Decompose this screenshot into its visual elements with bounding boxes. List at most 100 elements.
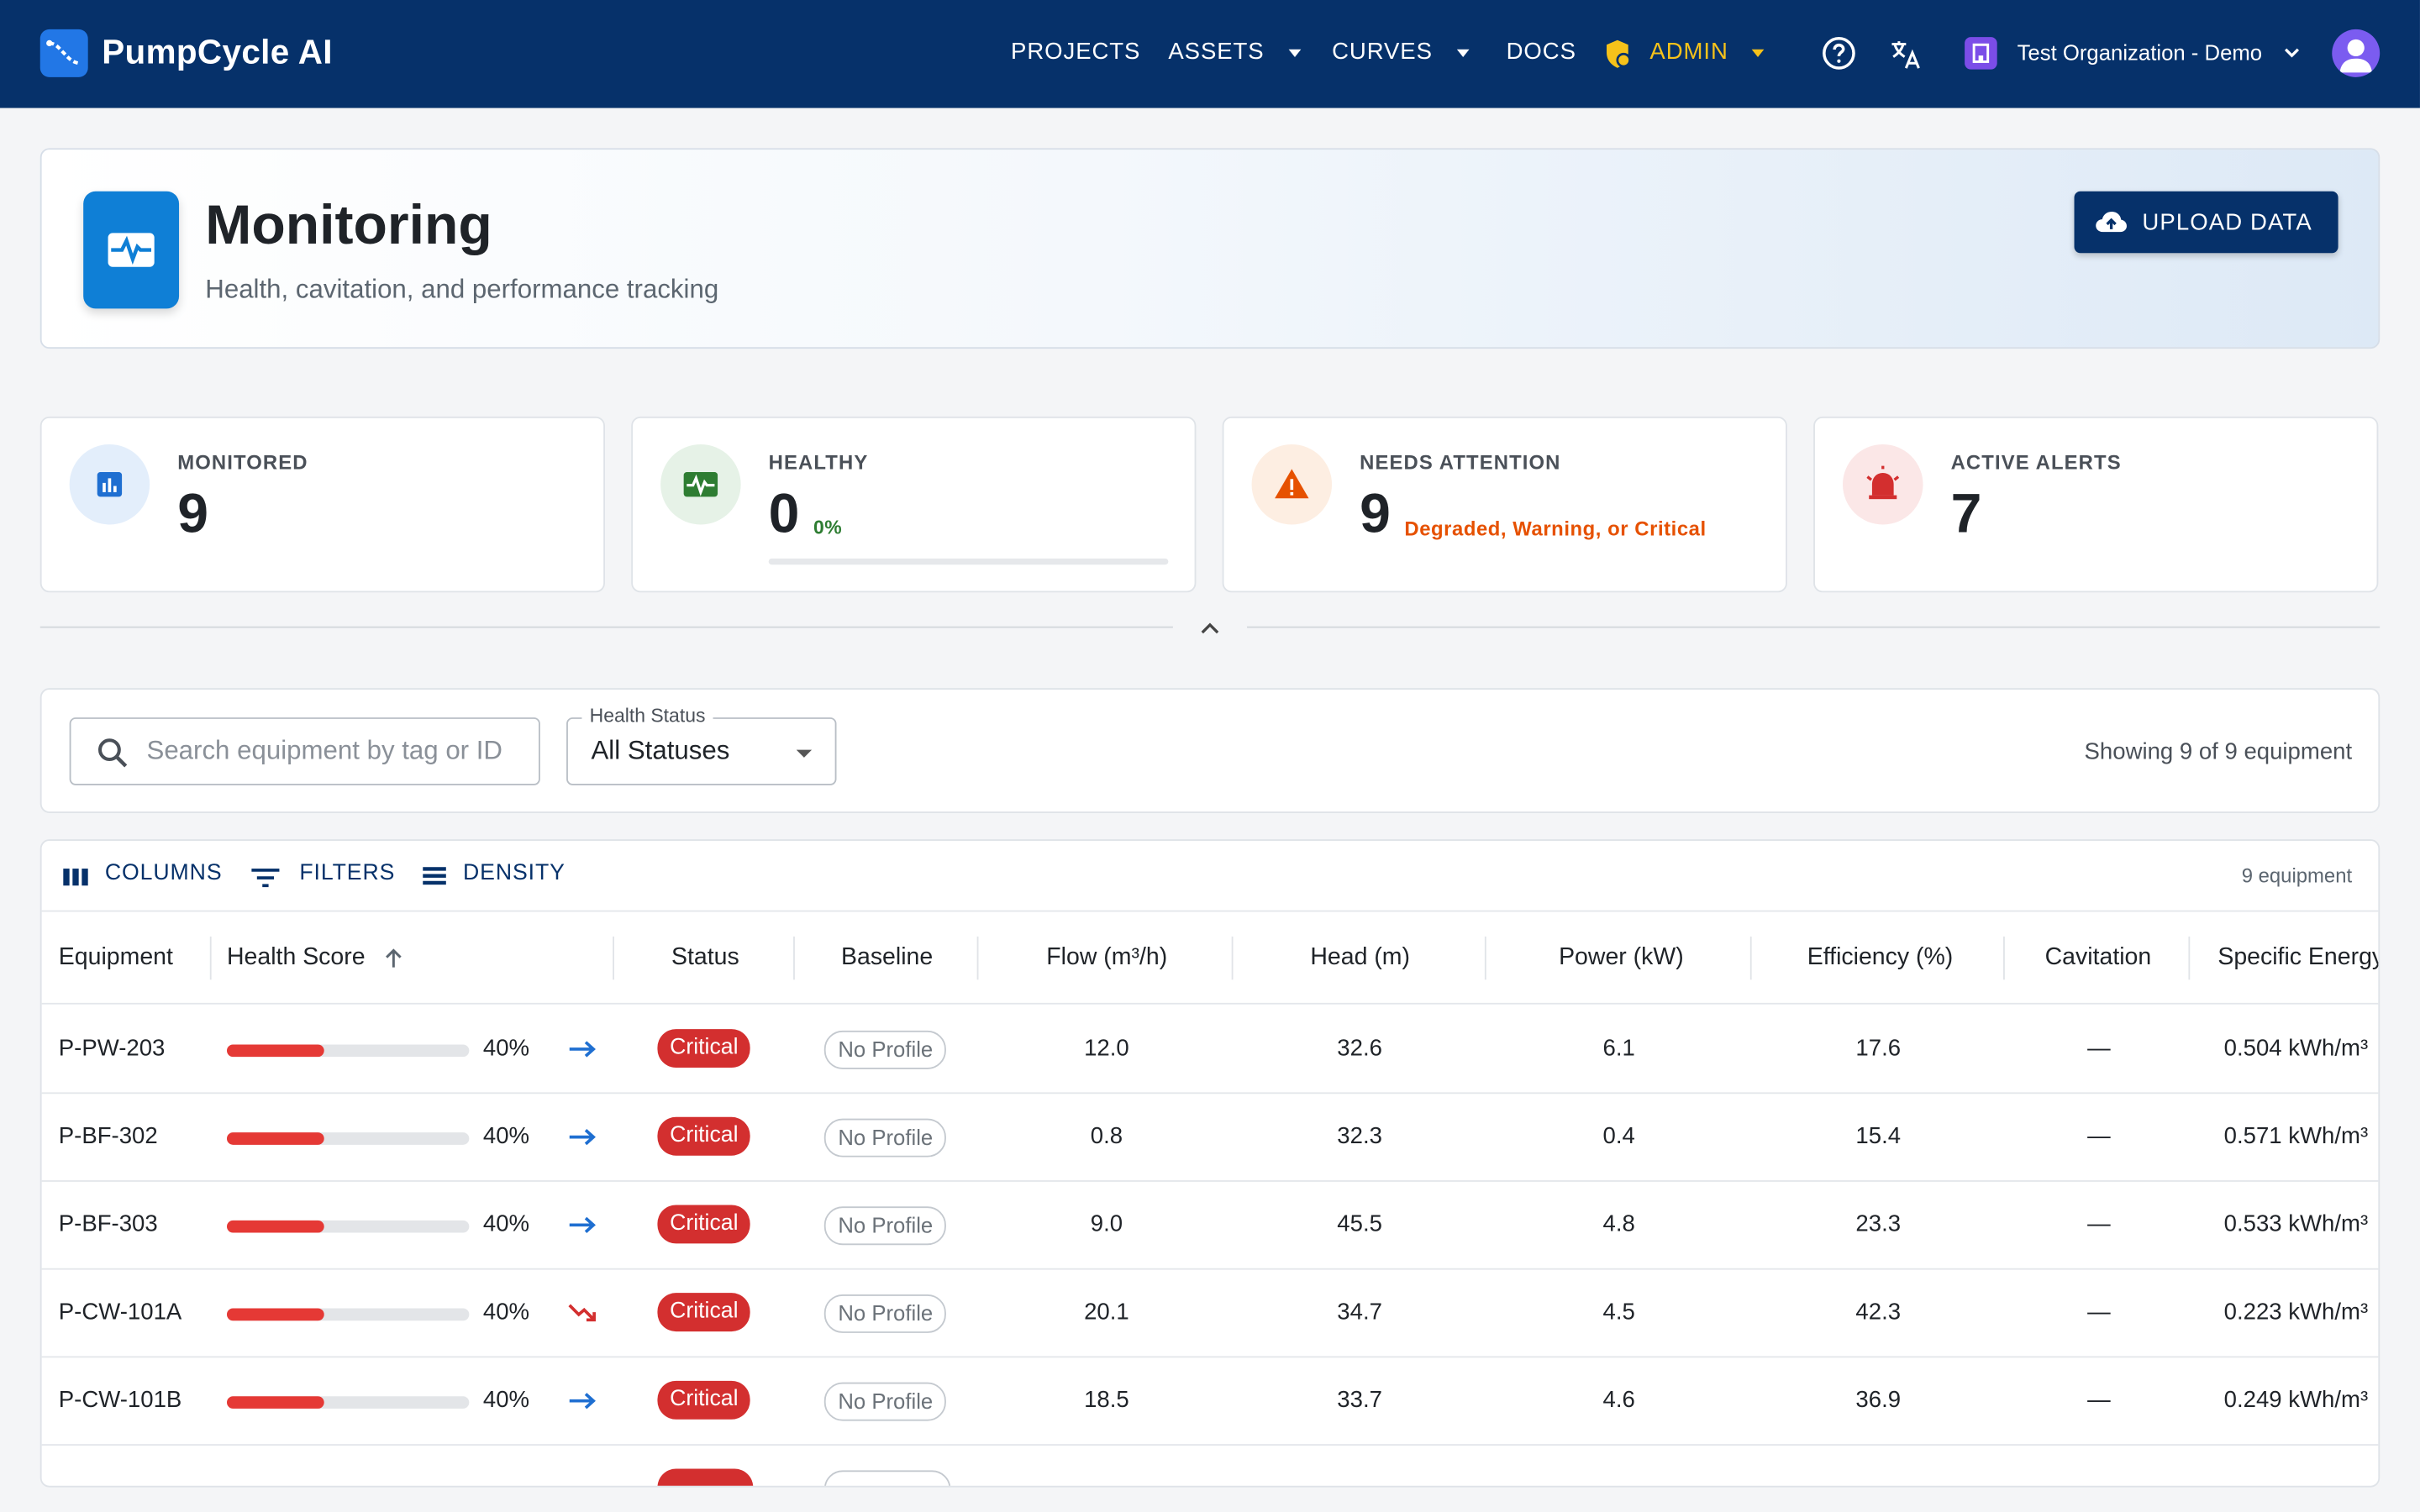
cloud-upload-icon [2096,211,2127,233]
nav-assets[interactable]: ASSETS [1168,38,1265,66]
column-separator[interactable] [1231,936,1234,980]
filter-bar: Health Status All Statuses Showing 9 of … [39,688,2381,813]
columns-label: COLUMNS [104,860,223,886]
flow-value: 9.0 [1090,1210,1123,1238]
col-header-specific-energy[interactable]: Specific Energy [2217,944,2381,971]
specific-energy-value: 0.533 kWh/m³ [2223,1210,2369,1238]
table-row[interactable]: P-CW-101A 40% Critical No Profile 20.1 34.7 4.… [41,1270,2379,1358]
stat-card-needs-attention: NEEDS ATTENTION 9 Degraded, Warning, or … [1222,416,1787,593]
curves-dropdown-icon[interactable] [1456,49,1470,57]
col-header-status[interactable]: Status [671,944,739,971]
head-value: 33.7 [1337,1387,1382,1414]
app-logo-icon[interactable] [39,29,88,77]
trend-flat-icon [568,1126,599,1156]
baseline-badge: No Profile [823,1118,947,1158]
baseline-badge: No Profile [823,1030,947,1069]
health-score-fill [226,1132,324,1145]
results-count: Showing 9 of 9 equipment [2084,738,2353,766]
column-separator[interactable] [793,936,795,980]
user-avatar[interactable] [2332,29,2381,77]
cavitation-value: — [2087,1299,2111,1326]
col-header-flow[interactable]: Flow (m³/h) [1046,944,1168,971]
column-separator[interactable] [1484,936,1486,980]
head-value: 45.5 [1337,1210,1382,1238]
col-header-power[interactable]: Power (kW) [1559,944,1684,971]
nav-admin[interactable]: ADMIN [1649,38,1728,66]
table-row[interactable]: P-BF-302 40% Critical No Profile 0.8 32.3 0.4 1… [41,1094,2379,1182]
column-separator[interactable] [2003,936,2005,980]
upload-data-button[interactable]: UPLOAD DATA [2074,191,2338,254]
health-score-value: 40% [482,1035,530,1062]
health-score-bar [226,1132,470,1145]
health-status-value: All Statuses [591,736,730,766]
sort-ascending-icon[interactable] [383,946,405,979]
organization-selector[interactable]: Test Organization - Demo [2017,39,2263,66]
collapse-stats-chevron-up-icon[interactable] [1197,617,1222,647]
upload-data-label: UPLOAD DATA [2142,209,2312,237]
columns-icon [63,869,88,886]
col-header-baseline[interactable]: Baseline [841,944,934,971]
density-label: DENSITY [463,860,566,886]
app-title[interactable]: PumpCycle AI [102,32,333,71]
col-header-cavitation[interactable]: Cavitation [2044,944,2152,971]
col-header-efficiency[interactable]: Efficiency (%) [1807,944,1954,971]
heart-monitor-icon [660,444,741,525]
page-header-card: Monitoring Health, cavitation, and perfo… [39,148,2381,349]
power-value: 6.1 [1602,1035,1635,1062]
flow-value: 20.1 [1084,1299,1129,1326]
status-badge: Critical [657,1205,751,1244]
column-separator[interactable] [613,936,615,980]
admin-dropdown-icon[interactable] [1751,49,1765,57]
head-value: 32.6 [1337,1035,1382,1062]
status-badge: Critical [657,1293,751,1332]
efficiency-value: 17.6 [1855,1035,1902,1062]
status-badge: Critical [657,1116,751,1156]
search-input[interactable] [146,734,533,769]
baseline-badge: No Profile [823,1206,947,1246]
alarm-bell-icon [1843,444,1923,525]
table-row[interactable] [42,1446,2379,1486]
col-header-head[interactable]: Head (m) [1310,944,1411,971]
warning-icon [1251,444,1333,525]
help-icon[interactable] [1821,35,1856,78]
assets-dropdown-icon[interactable] [1288,49,1302,57]
efficiency-value: 42.3 [1855,1299,1902,1326]
health-status-select[interactable]: Health Status All Statuses [566,705,837,785]
stat-label: MONITORED [177,450,308,474]
column-separator[interactable] [209,936,212,980]
col-header-health-score[interactable]: Health Score [226,944,366,971]
trend-flat-icon [568,1214,599,1243]
equipment-tag: P-BF-303 [58,1210,158,1238]
column-separator[interactable] [1749,936,1752,980]
organization-icon [1965,37,1997,70]
page-title: Monitoring [205,192,492,256]
translate-icon[interactable] [1889,37,1923,79]
stat-card-active-alerts: ACTIVE ALERTS 7 [1813,416,2379,593]
stat-label: HEALTHY [768,450,869,474]
equipment-count: 9 equipment [2241,864,2353,888]
table-row[interactable]: P-BF-303 40% Critical No Profile 9.0 45.5 4.8 2… [41,1182,2379,1270]
stat-value: 7 [1950,481,1982,545]
monitoring-icon [83,191,180,309]
nav-docs[interactable]: DOCS [1506,38,1576,66]
search-field[interactable] [69,717,540,785]
column-separator[interactable] [976,936,979,980]
trend-flat-icon [568,1390,599,1420]
stat-card-healthy: HEALTHY 0 0% [631,416,1197,593]
nav-curves[interactable]: CURVES [1332,38,1433,66]
flow-value: 0.8 [1090,1123,1123,1150]
column-separator[interactable] [2188,936,2191,980]
healthy-percent: 0% [813,517,843,539]
table-row[interactable]: P-CW-101B 40% Critical No Profile 18.5 33.7 4.… [41,1357,2379,1446]
nav-projects[interactable]: PROJECTS [1011,38,1141,66]
baseline-badge: No Profile [823,1382,947,1421]
efficiency-value: 36.9 [1855,1387,1902,1414]
bar-chart-icon [69,444,150,525]
baseline-badge: No Profile [823,1294,947,1333]
stat-card-monitored: MONITORED 9 [39,416,605,593]
chevron-down-icon[interactable] [2282,42,2301,70]
col-header-equipment[interactable]: Equipment [58,944,173,971]
table-row[interactable]: P-PW-203 40% Critical No Profile 12.0 32.6 6.1… [41,1006,2379,1095]
attention-note: Degraded, Warning, or Critical [1404,517,1707,540]
stat-value: 0 [768,481,800,545]
